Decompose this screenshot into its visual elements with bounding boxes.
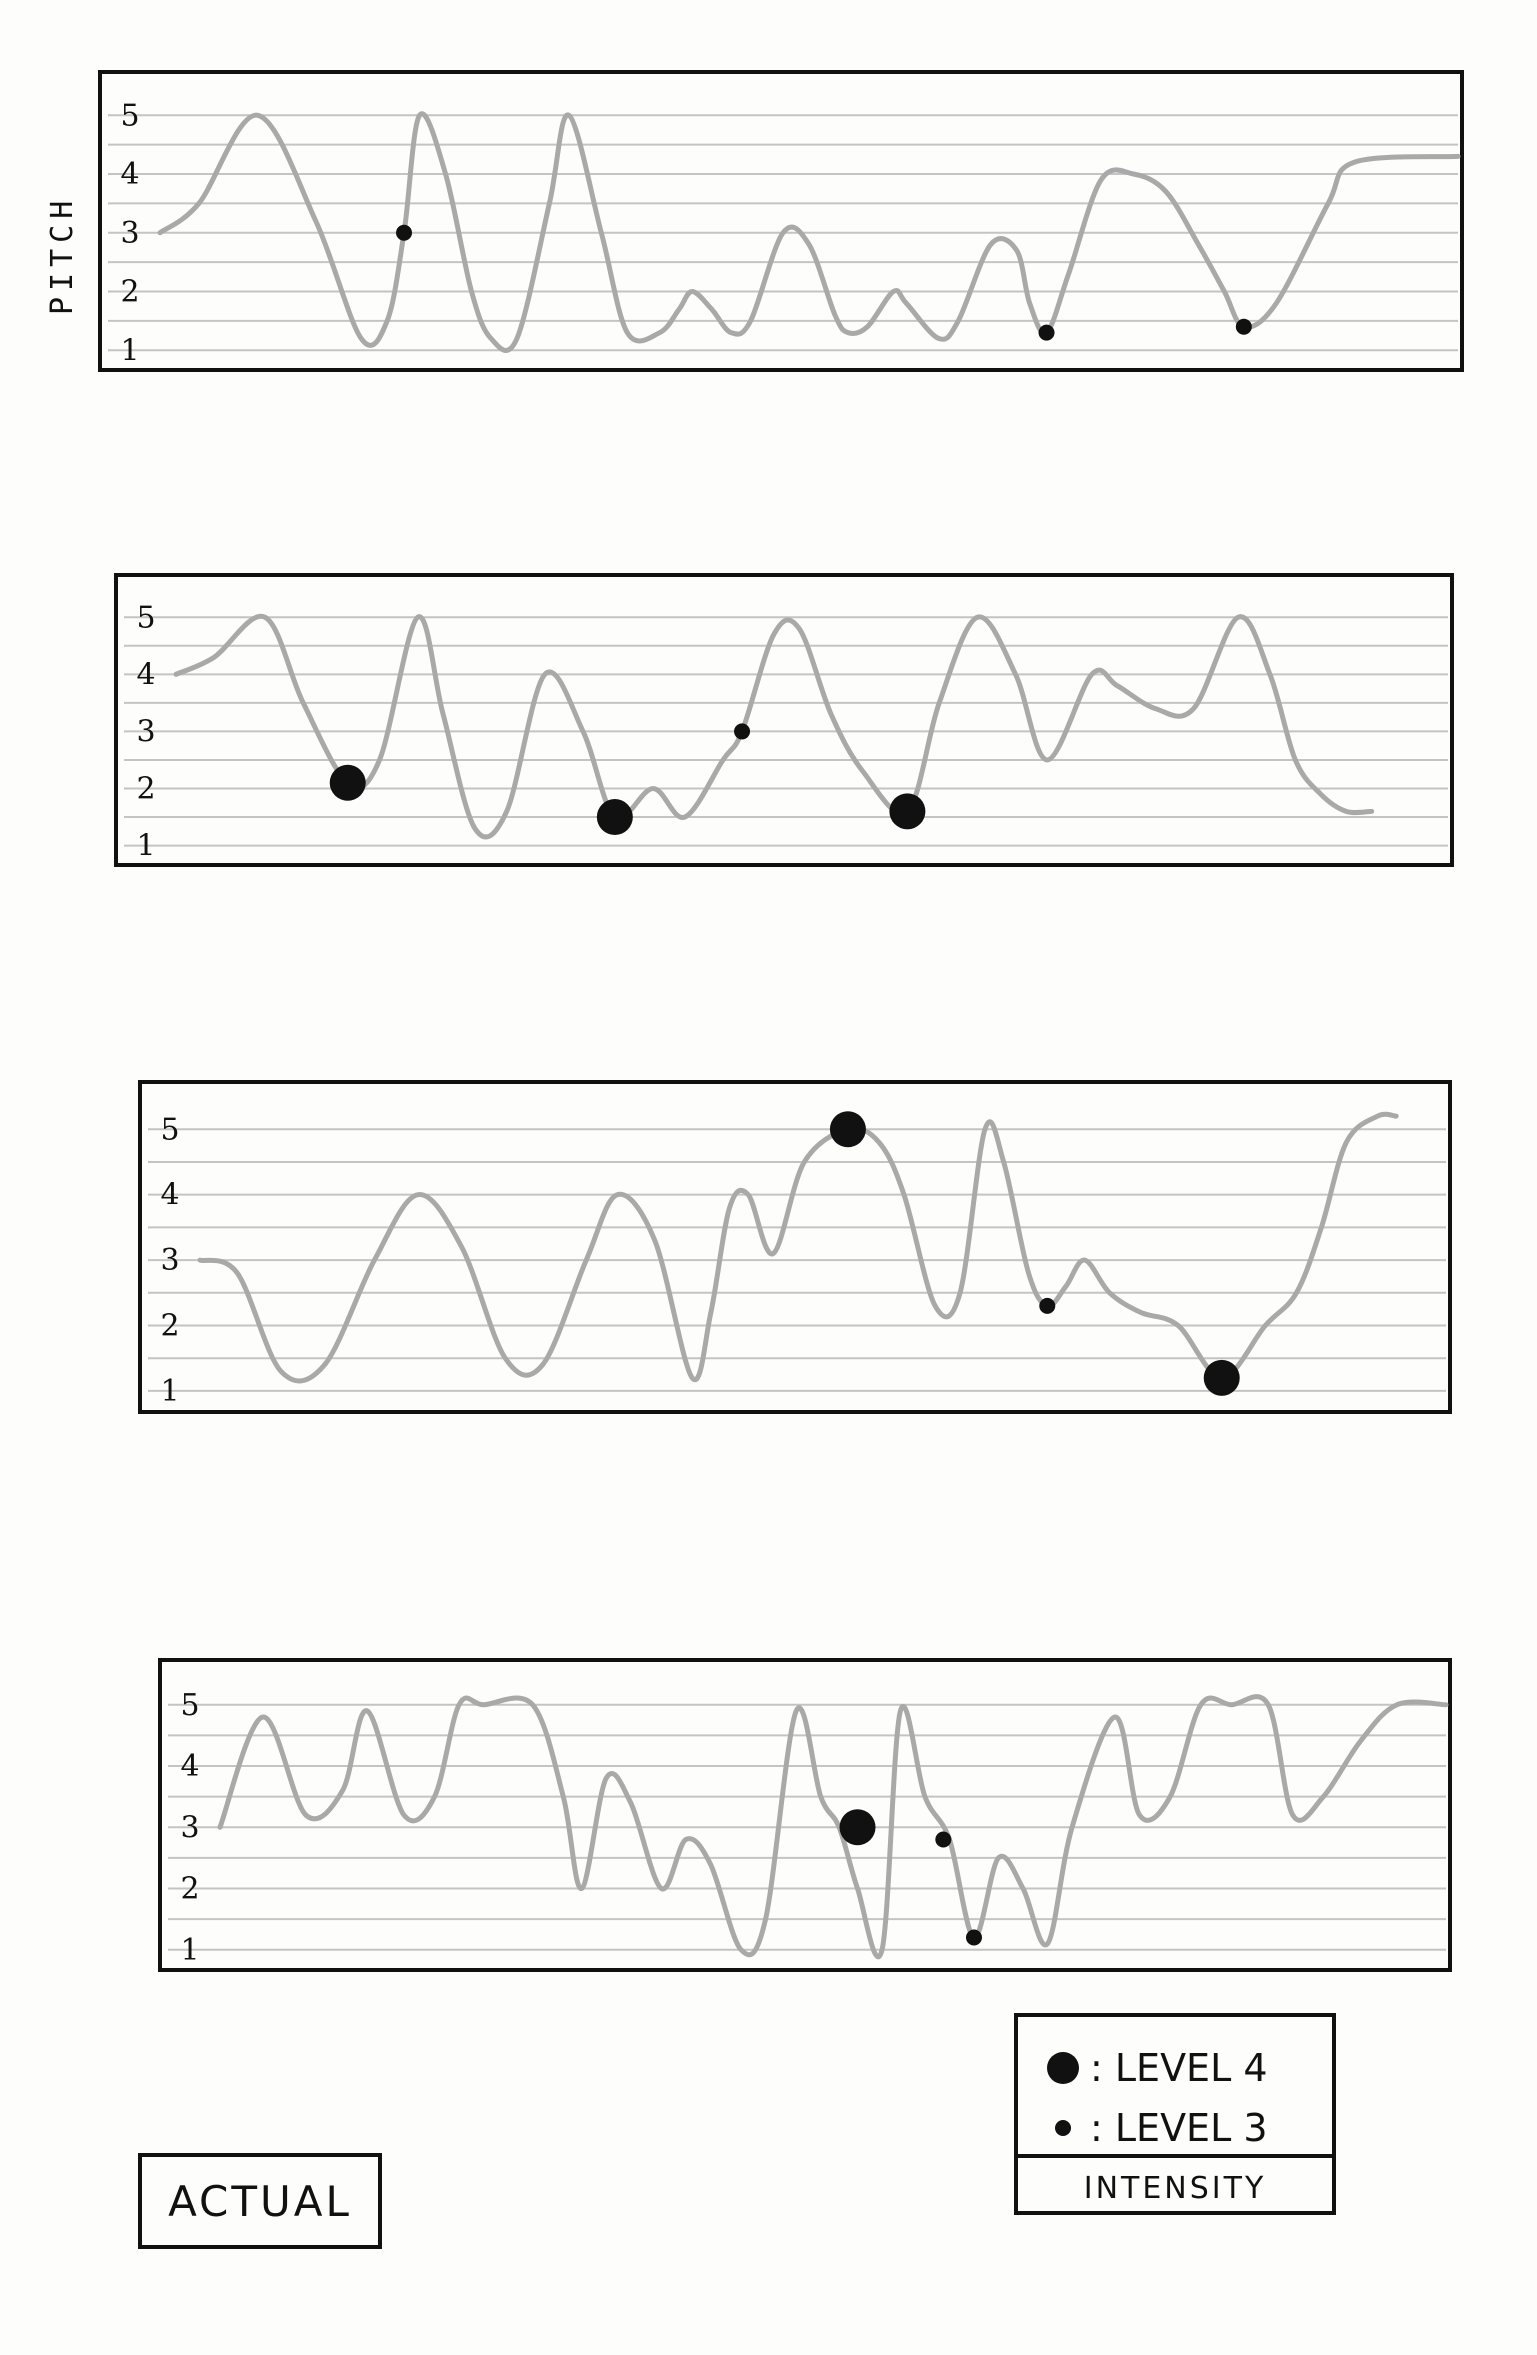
large-dot-icon: [1047, 2052, 1079, 2084]
y-tick-label: 1: [136, 829, 155, 864]
y-tick-labels: 1 2 3 4 5: [160, 1112, 179, 1409]
y-tick-label: 2: [120, 275, 139, 310]
y-tick-label: 4: [160, 1178, 179, 1213]
intensity-level-4-point: [329, 764, 366, 801]
intensity-level-4-point: [829, 1111, 866, 1148]
legend-label-level-4: : LEVEL 4: [1090, 2046, 1268, 2090]
caption-frame: [138, 2153, 382, 2249]
y-tick-label: 1: [160, 1374, 179, 1409]
intensity-markers: [839, 1809, 982, 1946]
pitch-panel-2: 1 2 3 4 5: [114, 573, 1454, 867]
pitch-curve: [157, 111, 1461, 353]
y-tick-labels: 1 2 3 4 5: [136, 600, 155, 863]
y-tick-label: 4: [120, 157, 139, 192]
intensity-level-3-point: [935, 1831, 952, 1848]
pitch-curve: [173, 613, 1375, 840]
grid-lines: [168, 1703, 1446, 1951]
intensity-level-3-point: [1235, 318, 1252, 335]
y-tick-label: 3: [160, 1243, 179, 1278]
intensity-level-3-point: [1039, 1297, 1056, 1314]
intensity-level-3-point: [965, 1929, 982, 1946]
pitch-panel-4: 1 2 3 4 5: [158, 1658, 1452, 1972]
intensity-level-4-point: [1203, 1359, 1240, 1396]
y-tick-label: 2: [160, 1309, 179, 1344]
y-tick-label: 2: [136, 772, 155, 807]
intensity-markers: [396, 224, 1252, 341]
caption-label: ACTUAL: [168, 2177, 352, 2226]
panel-frame: [114, 573, 1454, 867]
intensity-level-3-point: [1038, 324, 1055, 341]
y-tick-label: 2: [180, 1872, 199, 1907]
grid-lines: [148, 1128, 1446, 1392]
y-tick-label: 3: [120, 216, 139, 251]
small-dot-icon: [1055, 2120, 1071, 2136]
y-tick-label: 4: [136, 657, 155, 692]
intensity-level-3-point: [396, 224, 413, 241]
y-tick-label: 5: [120, 98, 139, 133]
grid-lines: [124, 616, 1448, 847]
legend: : LEVEL 4 : LEVEL 3 INTENSITY: [1014, 2013, 1336, 2215]
intensity-level-4-point: [839, 1809, 876, 1846]
intensity-level-3-point: [734, 723, 751, 740]
y-tick-label: 3: [136, 714, 155, 749]
y-tick-label: 5: [136, 600, 155, 635]
y-tick-label: 1: [120, 333, 139, 368]
y-tick-label: 4: [180, 1749, 199, 1784]
caption-box: ACTUAL: [138, 2153, 382, 2249]
legend-frame: [1014, 2013, 1336, 2215]
legend-title: INTENSITY: [1084, 2171, 1267, 2206]
panel-frame: [158, 1658, 1452, 1972]
intensity-markers: [329, 723, 926, 836]
y-tick-labels: 1 2 3 4 5: [180, 1688, 199, 1968]
y-tick-labels: 1 2 3 4 5: [120, 98, 139, 368]
pitch-curve: [217, 1694, 1449, 1960]
y-tick-label: 5: [160, 1112, 179, 1147]
intensity-level-4-point: [889, 793, 926, 830]
y-axis-label: PITCH: [45, 195, 80, 315]
panel-frame: [138, 1080, 1452, 1414]
y-tick-label: 5: [180, 1688, 199, 1723]
panel-frame: [98, 70, 1464, 372]
intensity-level-4-point: [596, 799, 633, 836]
pitch-panel-3: 1 2 3 4 5: [138, 1080, 1452, 1414]
y-tick-label: 3: [180, 1810, 199, 1845]
legend-label-level-3: : LEVEL 3: [1090, 2106, 1268, 2150]
pitch-curve: [197, 1111, 1399, 1384]
y-tick-label: 1: [180, 1933, 199, 1968]
intensity-markers: [829, 1111, 1240, 1396]
pitch-panel-1: 1 2 3 4 5 PITCH: [45, 70, 1464, 372]
